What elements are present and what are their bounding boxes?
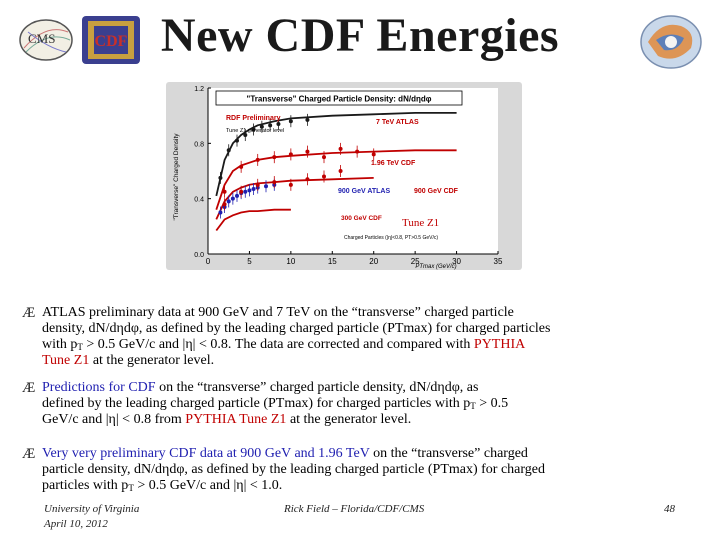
florida-logo [640, 15, 702, 69]
annotation-atlas7: 7 TeV ATLAS [376, 119, 419, 126]
bullet-1-line-3: with pT > 0.5 GeV/c and |η| < 0.8. The d… [42, 337, 526, 352]
series-line-1 [215, 149, 457, 210]
bullet-1-line-4: Tune Z1 at the generator level. [42, 353, 215, 368]
data-point [288, 152, 293, 157]
page-number: 48 [664, 503, 675, 515]
y-axis-label: "Transverse" Charged Density [173, 133, 180, 221]
chart-title: "Transverse" Charged Particle Density: d… [247, 95, 432, 104]
data-point [251, 186, 256, 191]
data-point [255, 157, 260, 162]
bullet-3-line-1: Very very preliminary CDF data at 900 Ge… [42, 446, 528, 461]
data-point [305, 177, 310, 182]
x-tick-label: 25 [411, 257, 420, 266]
cdf-logo: CDF [82, 16, 140, 64]
annotation-tune: Tune Z1 generator level [226, 128, 284, 134]
data-point [305, 149, 310, 154]
bullet-1-line-1: ATLAS preliminary data at 900 GeV and 7 … [42, 305, 514, 320]
x-tick-label: 35 [494, 257, 503, 266]
cms-logo-text: CMS [28, 31, 55, 46]
data-point [272, 155, 277, 160]
x-tick-label: 5 [247, 257, 252, 266]
data-point [371, 152, 376, 157]
data-point [288, 182, 293, 187]
annotation-cdf196: 1.96 TeV CDF [371, 160, 416, 167]
data-point [247, 188, 252, 193]
data-point [276, 121, 281, 126]
data-point [251, 127, 256, 132]
data-point [255, 182, 260, 187]
x-tick-label: 0 [206, 257, 211, 266]
footer-date: April 10, 2012 [44, 518, 108, 530]
data-point [288, 119, 293, 124]
y-tick-label: 1.2 [194, 86, 204, 93]
series-line-0 [215, 112, 457, 197]
x-tick-label: 10 [286, 257, 295, 266]
data-point [243, 133, 248, 138]
cms-logo: CMS [19, 19, 73, 61]
data-point [239, 189, 244, 194]
bullet-3-line-3: particles with pT > 0.5 GeV/c and |η| < … [42, 478, 283, 493]
bullet-2-marker: Æ [22, 380, 36, 396]
y-tick-label: 0.4 [194, 197, 204, 204]
bullet-2-line-1: Predictions for CDF on the “transverse” … [42, 380, 479, 395]
data-point [268, 123, 273, 128]
y-tick-label: 0.8 [194, 141, 204, 148]
annotation-cdf300: 300 GeV CDF [341, 215, 382, 222]
data-point [239, 164, 244, 169]
data-point [322, 155, 326, 160]
x-tick-label: 15 [328, 257, 337, 266]
slide-title: New CDF Energies [160, 9, 560, 62]
data-point [235, 138, 239, 143]
data-point [322, 174, 326, 179]
bullet-2-line-3: GeV/c and |η| < 0.8 from PYTHIA Tune Z1 … [42, 412, 412, 427]
cdf-logo-text: CDF [95, 33, 128, 50]
density-chart: 0 5 10 15 20 25 30 35 0.0 0.4 0.8 1.2 PTmax (GeV/c) "… [166, 82, 522, 270]
data-point [305, 117, 310, 122]
data-point [259, 124, 264, 129]
annotation-preliminary: RDF Preliminary [226, 115, 281, 122]
data-point [222, 202, 227, 207]
data-point [338, 169, 343, 173]
x-axis-label: PTmax (GeV/c) [415, 264, 456, 270]
y-tick-label: 0.0 [194, 252, 204, 259]
bullet-2: Æ Predictions for CDF on the “transverse… [22, 380, 692, 428]
data-point [272, 180, 277, 185]
data-point [235, 193, 239, 198]
data-point [230, 196, 235, 201]
annotation-tunez1: Tune Z1 [402, 217, 439, 229]
data-point [226, 148, 231, 153]
annotation-cuts: Charged Particles (|η|<0.8, PT>0.5 GeV/c… [344, 235, 438, 241]
bullet-1: Æ ATLAS preliminary data at 900 GeV and … [22, 305, 692, 369]
data-point [218, 175, 223, 180]
x-tick-label: 30 [452, 257, 461, 266]
annotation-atlas900: 900 GeV ATLAS [338, 188, 390, 195]
bullet-2-line-2: defined by the leading charged particle … [42, 396, 509, 411]
bullet-3-line-2: particle density, dN/dηdφ, as defined by… [42, 462, 546, 477]
data-point [243, 189, 248, 194]
bullet-3-marker: Æ [22, 446, 36, 462]
footer-institution: University of Virginia [44, 503, 140, 515]
bullet-3: Æ Very very preliminary CDF data at 900 … [22, 446, 692, 494]
data-point [264, 184, 268, 189]
data-point [226, 199, 231, 204]
series-line-3 [215, 208, 291, 232]
footer-author: Rick Field – Florida/CDF/CMS [284, 503, 425, 515]
data-point [338, 146, 343, 151]
data-point [355, 149, 360, 154]
x-tick-label: 20 [369, 257, 378, 266]
data-point [218, 210, 223, 215]
bullet-1-marker: Æ [22, 305, 36, 321]
annotation-cdf900: 900 GeV CDF [414, 188, 459, 195]
bullet-1-line-2: density, dN/dηdφ, as defined by the lead… [42, 321, 551, 336]
data-point [222, 189, 227, 194]
chart-title-box [215, 90, 463, 106]
